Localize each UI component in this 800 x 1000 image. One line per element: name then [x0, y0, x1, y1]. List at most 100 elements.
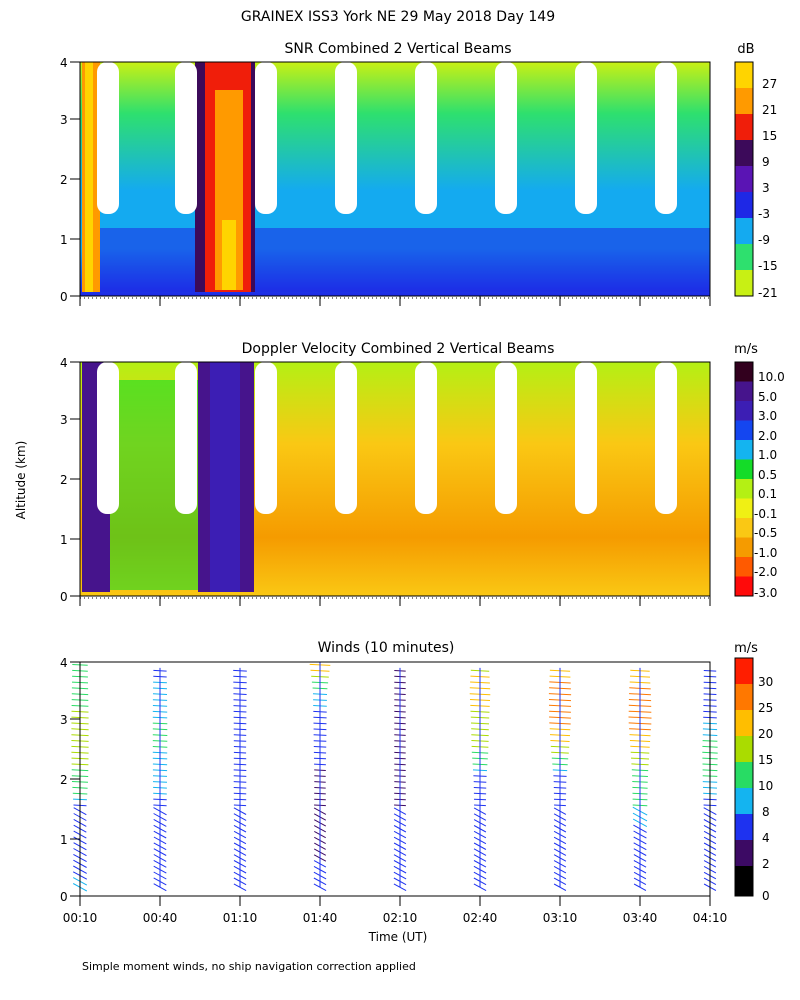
winds-x-tick-label: 00:10: [63, 911, 98, 925]
figure-title: GRAINEX ISS3 York NE 29 May 2018 Day 149: [241, 9, 555, 25]
winds-y-tick-label: 1: [60, 833, 68, 847]
snr-gap: [335, 62, 357, 214]
velocity-colorbar-label: 10.0: [758, 370, 785, 384]
winds-colorbar-label: 8: [762, 805, 770, 819]
velocity-panel: Doppler Velocity Combined 2 Vertical Bea…: [60, 341, 785, 606]
snr-gap: [175, 62, 197, 214]
wind-barb: [393, 883, 407, 892]
snr-panel: SNR Combined 2 Vertical Beams dB: [60, 41, 778, 306]
velocity-gap: [415, 362, 437, 514]
snr-y-tick-label: 0: [60, 290, 68, 304]
velocity-colorbar-label: -1.0: [754, 546, 777, 560]
winds-colorbar-cell: [735, 658, 753, 684]
velocity-colorbar-cell: [735, 518, 753, 538]
snr-colorbar-cell: [735, 218, 753, 244]
velocity-colorbar-label: -3.0: [754, 586, 777, 600]
velocity-unit-label: m/s: [734, 342, 758, 357]
winds-colorbar-cell: [735, 762, 753, 788]
snr-colorbar-label: 15: [762, 129, 777, 143]
winds-x-axis: 00:10 00:40 01:10 01:40 02:10 02:40 03:1…: [63, 911, 728, 925]
wind-barb: [233, 883, 247, 892]
velocity-x-ticks: [79, 596, 711, 606]
winds-colorbar-label: 20: [758, 727, 773, 741]
velocity-colorbar-cell: [735, 459, 753, 479]
snr-heatmap: [80, 62, 710, 296]
footnote: Simple moment winds, no ship navigation …: [82, 960, 416, 973]
snr-colorbar: 27 21 15 9 3 -3 -9 -15 -21: [734, 61, 778, 300]
velocity-colorbar-label: 5.0: [758, 390, 777, 404]
velocity-colorbar-label: -2.0: [754, 565, 777, 579]
velocity-gap: [335, 362, 357, 514]
velocity-heatmap: [80, 362, 710, 596]
snr-unit-label: dB: [737, 42, 754, 57]
snr-colorbar-label: -3: [758, 207, 770, 221]
velocity-colorbar-cell: [735, 557, 753, 577]
winds-colorbar-label: 0: [762, 889, 770, 903]
snr-colorbar-cell: [735, 166, 753, 192]
winds-y-tick-label: 2: [60, 773, 68, 787]
winds-x-tick-label: 01:10: [223, 911, 258, 925]
winds-colorbar-label: 2: [762, 857, 770, 871]
velocity-upward-band-2-core: [210, 362, 240, 592]
winds-colorbar-label: 30: [758, 675, 773, 689]
velocity-colorbar-label: -0.5: [754, 526, 777, 540]
winds-colorbar-cell: [735, 710, 753, 736]
winds-x-ticks: [79, 896, 711, 906]
velocity-gap: [97, 362, 119, 514]
winds-colorbar-cell: [735, 684, 753, 710]
velocity-gap: [175, 362, 197, 514]
snr-colorbar-label: -15: [758, 259, 778, 273]
winds-panel: Winds (10 minutes) m/s 00:10 00:40 01:10…: [60, 640, 773, 925]
winds-x-tick-label: 03:40: [623, 911, 658, 925]
wind-barb: [313, 883, 327, 892]
snr-high-band-2-peak: [222, 220, 236, 290]
snr-colorbar-cell: [735, 270, 753, 296]
winds-y-tick-label: 3: [60, 713, 68, 727]
velocity-colorbar-cell: [735, 479, 753, 499]
velocity-missing-columns: [97, 362, 677, 514]
winds-colorbar-label: 25: [758, 701, 773, 715]
velocity-colorbar-label: 1.0: [758, 448, 777, 462]
velocity-colorbar-cell: [735, 420, 753, 440]
winds-colorbar-label: 4: [762, 831, 770, 845]
wind-barb: [553, 883, 567, 891]
wind-barb: [473, 883, 487, 892]
snr-gap: [255, 62, 277, 214]
winds-colorbar-cell: [735, 814, 753, 840]
x-axis-label: Time (UT): [368, 930, 428, 944]
winds-colorbar-cell: [735, 840, 753, 866]
velocity-colorbar-label: 0.5: [758, 468, 777, 482]
winds-colorbar-cell: [735, 736, 753, 762]
snr-colorbar-label: 27: [762, 77, 777, 91]
snr-gap: [97, 62, 119, 214]
snr-gap: [415, 62, 437, 214]
snr-y-tick-label: 4: [60, 56, 68, 70]
velocity-gap: [255, 362, 277, 514]
snr-colorbar-label: 3: [762, 181, 770, 195]
snr-colorbar-label: -21: [758, 286, 778, 300]
snr-colorbar-cell: [735, 244, 753, 270]
winds-y-tick-label: 0: [60, 890, 68, 904]
velocity-colorbar-cell: [735, 498, 753, 518]
velocity-colorbar-cell: [735, 576, 753, 596]
winds-colorbar-label: 10: [758, 779, 773, 793]
winds-colorbar-cell: [735, 788, 753, 814]
winds-x-tick-label: 01:40: [303, 911, 338, 925]
snr-y-axis: 0 1 2 3 4: [60, 56, 80, 304]
winds-x-tick-label: 02:40: [463, 911, 498, 925]
winds-x-tick-label: 04:10: [693, 911, 728, 925]
winds-x-tick-label: 02:10: [383, 911, 418, 925]
velocity-colorbar-label: 0.1: [758, 487, 777, 501]
y-axis-label: Altitude (km): [14, 441, 28, 520]
velocity-gap: [655, 362, 677, 514]
winds-y-tick-label: 4: [60, 656, 68, 670]
velocity-colorbar: 10.0 5.0 3.0 2.0 1.0 0.5 0.1 -0.1 -0.5 -…: [734, 361, 785, 600]
velocity-colorbar-cell: [735, 401, 753, 421]
snr-y-tick-label: 1: [60, 233, 68, 247]
velocity-y-tick-label: 2: [60, 473, 68, 487]
winds-colorbar: 30 25 20 15 10 8 4 2 0: [734, 657, 773, 903]
velocity-colorbar-cell: [735, 440, 753, 460]
snr-missing-columns: [97, 62, 677, 214]
snr-gap: [495, 62, 517, 214]
